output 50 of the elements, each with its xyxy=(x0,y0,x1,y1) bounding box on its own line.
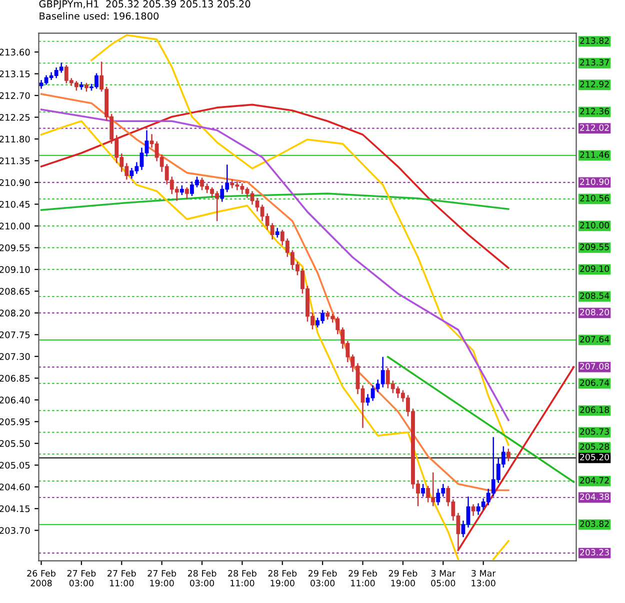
x-tick-label: 27 Feb 19:00 xyxy=(148,570,176,586)
ref-line-label: 212.92 xyxy=(580,80,609,88)
x-tick-label: 27 Feb 11:00 xyxy=(108,570,136,586)
ref-line-label: 210.00 xyxy=(580,222,610,228)
x-tick-label: 27 Feb 03:00 xyxy=(67,570,96,586)
ref-line-label: 204.72 xyxy=(580,477,609,484)
x-tick-label: 28 Feb 03:00 xyxy=(188,570,216,586)
ref-line-label: 208.20 xyxy=(580,308,610,316)
ref-line-label: 213.82 xyxy=(580,37,609,44)
ref-line-label: 212.02 xyxy=(580,124,609,131)
ref-line-label: 205.28 xyxy=(580,443,610,450)
line-series xyxy=(40,120,460,560)
text: Baseline used: 196.1800 xyxy=(40,12,159,20)
line-series xyxy=(40,192,510,211)
candlestick xyxy=(180,184,184,196)
ref-line-label: 213.37 xyxy=(580,59,609,66)
ref-line-label: 211.46 xyxy=(580,151,610,158)
chart-title: GBPJPYm,H1 205.32 205.39 205.13 205.20 xyxy=(39,0,250,10)
line-series xyxy=(40,108,510,422)
x-tick-label: 28 Feb 11:00 xyxy=(228,570,256,586)
line-series xyxy=(90,34,510,446)
candlestick xyxy=(184,186,189,200)
x-tick-label: 29 Feb 03:00 xyxy=(308,570,337,586)
x-tick-label: 3 Mar 13:00 xyxy=(472,570,496,586)
x-tick-label: 28 Feb 19:00 xyxy=(268,570,297,586)
ref-line-label: 212.36 xyxy=(580,108,610,114)
candlestick xyxy=(471,504,476,516)
ref-line-label: 204.38 xyxy=(580,493,610,500)
candlestick xyxy=(506,448,510,462)
x-tick-label: 29 Feb 19:00 xyxy=(388,570,418,586)
ref-line-label: 206.74 xyxy=(580,379,610,386)
x-tick-label: 3 Mar 05:00 xyxy=(431,570,456,586)
ref-line-label: 206.18 xyxy=(580,406,610,414)
ref-line-label: 207.64 xyxy=(580,336,610,342)
ref-line-label: 205.73 xyxy=(580,428,609,435)
ref-line-label: 207.08 xyxy=(580,363,610,370)
ref-line-label: 203.23 xyxy=(580,549,609,556)
candlestick xyxy=(275,227,280,238)
line-series xyxy=(40,93,510,492)
ref-line-label: 203.82 xyxy=(580,520,609,528)
x-tick-label: 26 Feb 2008 xyxy=(27,570,56,586)
ref-line-label: 209.55 xyxy=(580,244,609,250)
ref-line-label: 210.56 xyxy=(580,194,610,202)
ref-line-label: 210.90 xyxy=(580,178,610,185)
candlestick xyxy=(421,483,425,498)
ref-line-label: 209.10 xyxy=(580,265,610,272)
line-series xyxy=(40,104,510,269)
x-tick-label: 29 Feb 11:00 xyxy=(348,570,377,586)
ref-line-label: 208.54 xyxy=(580,292,610,299)
ref-line-label: 205.20 xyxy=(580,454,610,460)
